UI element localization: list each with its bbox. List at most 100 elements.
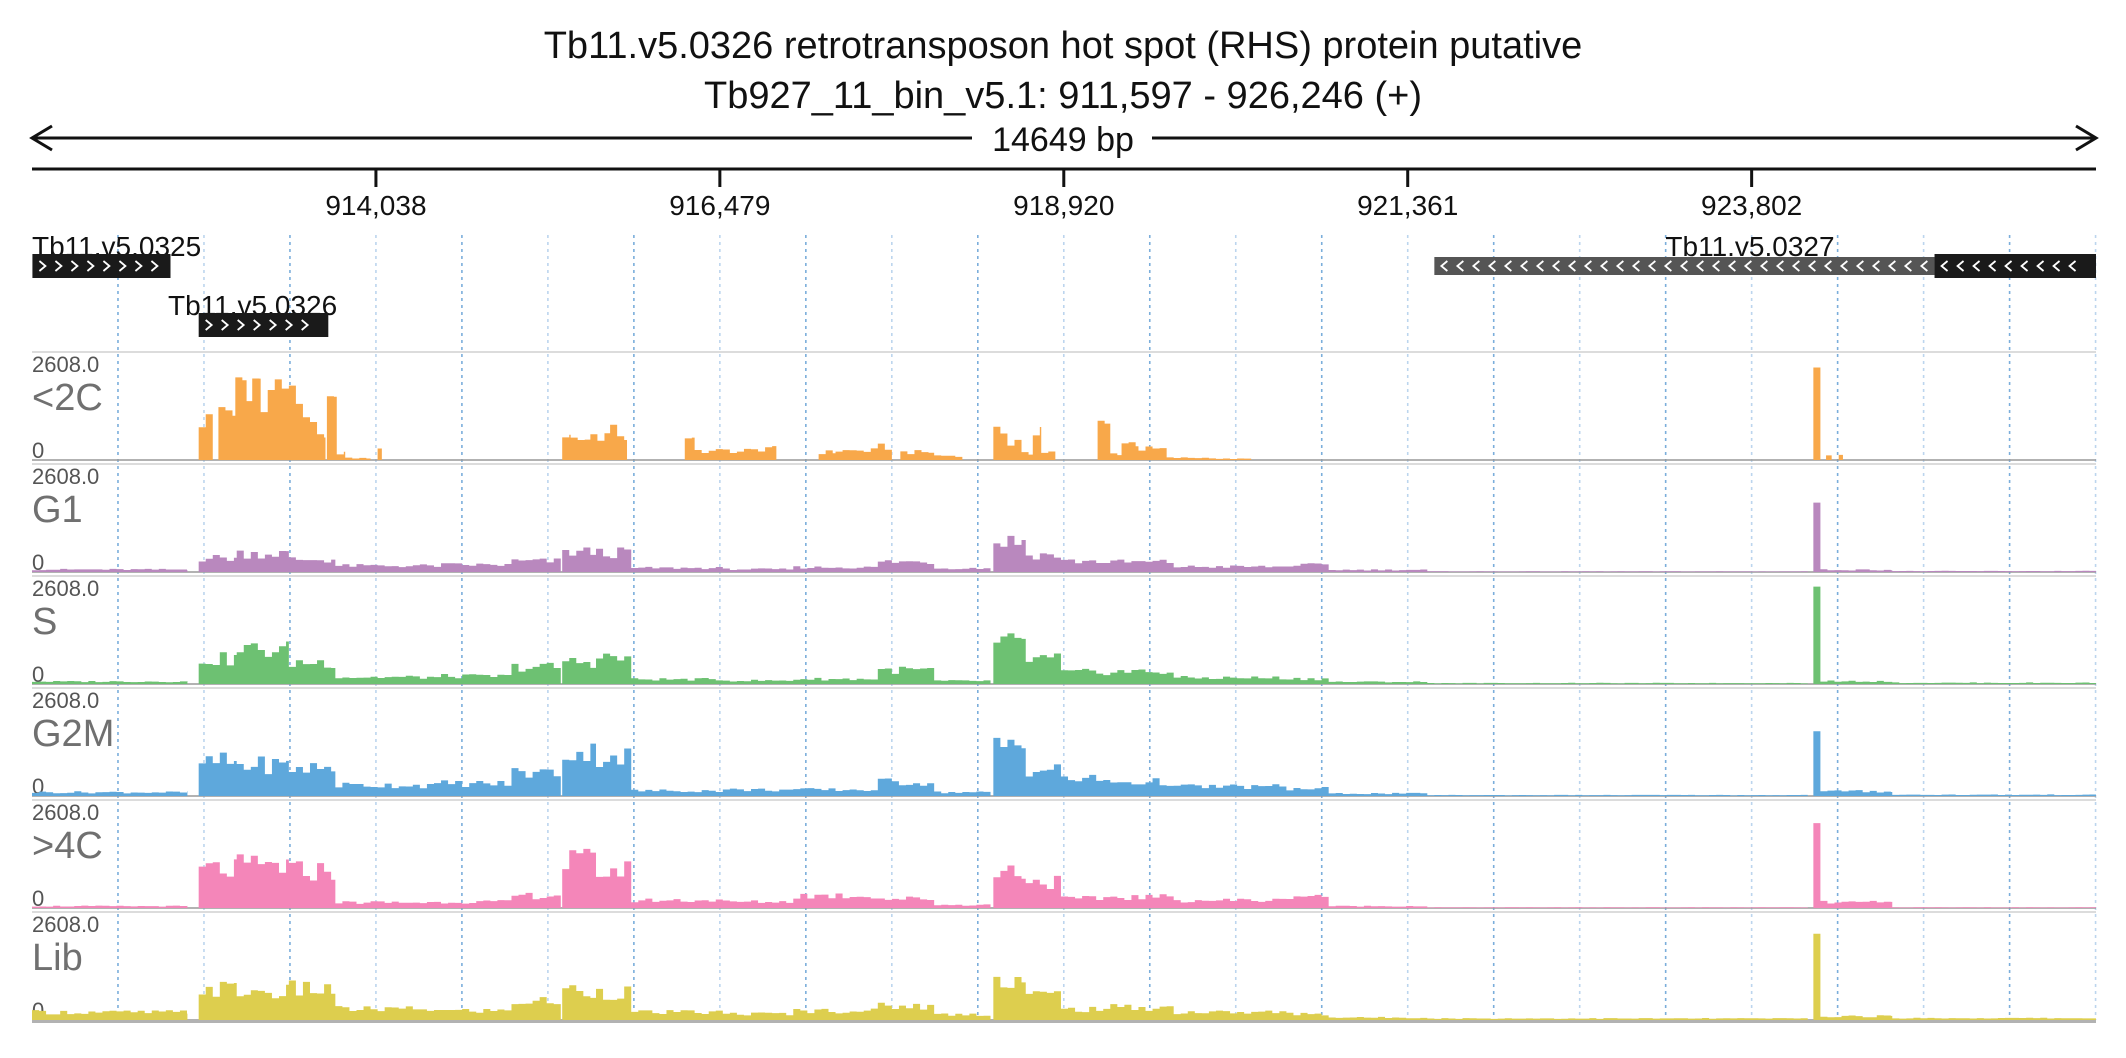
track->4C: 2608.0 0 >4C <box>32 799 2096 911</box>
strand-arrow-icon <box>1695 260 1704 272</box>
strand-arrow-icon <box>1647 260 1656 272</box>
track-name-label: G1 <box>32 489 83 531</box>
strand-arrow-icon <box>86 260 95 272</box>
track-ymax-label: 2608.0 <box>32 912 99 937</box>
strand-arrow-icon <box>1743 260 1752 272</box>
track-<2C: 2608.0 0 <2C <box>32 351 2096 463</box>
chart-subtitle: Tb927_11_bin_v5.1: 911,597 - 926,246 (+) <box>704 75 1422 117</box>
strand-arrow-icon <box>2036 260 2045 272</box>
x-tick-label: 923,802 <box>1701 190 1802 221</box>
track-name-label: Lib <box>32 937 83 979</box>
track-ymin-label: 0 <box>32 550 44 575</box>
strand-arrow-icon <box>2020 260 2029 272</box>
strand-arrow-icon <box>2004 260 2013 272</box>
strand-arrow-icon <box>1791 260 1800 272</box>
track-ymax-label: 2608.0 <box>32 688 99 713</box>
strand-arrow-icon <box>150 260 159 272</box>
track-G1: 2608.0 0 G1 <box>32 463 2096 575</box>
gene-annotations: Tb11.v5.0325 Tb11.v5.0326 Tb11.v5.0327 <box>32 231 2096 337</box>
coverage-area <box>32 586 2096 684</box>
track-name-label: >4C <box>32 825 103 867</box>
strand-arrow-icon <box>285 319 294 331</box>
strand-arrow-icon <box>134 260 143 272</box>
x-tick-label: 918,920 <box>1013 190 1114 221</box>
track-ymin-label: 0 <box>32 886 44 911</box>
gene-cds-bar <box>32 254 171 278</box>
strand-arrow-icon <box>1956 260 1965 272</box>
strand-arrow-icon <box>205 319 214 331</box>
strand-arrow-icon <box>1535 260 1544 272</box>
track-name-label: S <box>32 601 57 643</box>
strand-arrow-icon <box>1583 260 1592 272</box>
strand-arrow-icon <box>1663 260 1672 272</box>
strand-arrow-icon <box>1727 260 1736 272</box>
track-ymin-label: 0 <box>32 662 44 687</box>
strand-arrow-icon <box>1919 260 1928 272</box>
chart-title: Tb11.v5.0326 retrotransposon hot spot (R… <box>544 25 1583 67</box>
coverage-area <box>32 367 2096 460</box>
track-ymin-label: 0 <box>32 438 44 463</box>
track-ymax-label: 2608.0 <box>32 576 99 601</box>
strand-arrow-icon <box>1759 260 1768 272</box>
strand-arrow-icon <box>1807 260 1816 272</box>
x-tick-label: 921,361 <box>1357 190 1458 221</box>
strand-arrow-icon <box>1887 260 1896 272</box>
gene-label: Tb11.v5.0327 <box>1665 231 1834 262</box>
strand-arrow-icon <box>237 319 246 331</box>
grid-lines <box>117 235 2097 1020</box>
strand-arrow-icon <box>1711 260 1720 272</box>
strand-arrow-icon <box>1599 260 1608 272</box>
track-S: 2608.0 0 S <box>32 575 2096 687</box>
strand-arrow-icon <box>1551 260 1560 272</box>
span-arrow-left-icon <box>29 124 53 152</box>
strand-arrow-icon <box>1439 260 1448 272</box>
coverage-area <box>32 823 2096 908</box>
x-tick-label: 916,479 <box>669 190 770 221</box>
strand-arrow-icon <box>2068 260 2077 272</box>
strand-arrow-icon <box>1903 260 1912 272</box>
strand-arrow-icon <box>102 260 111 272</box>
strand-arrow-icon <box>1503 260 1512 272</box>
strand-arrow-icon <box>70 260 79 272</box>
strand-arrow-icon <box>1823 260 1832 272</box>
coverage-area <box>32 731 2096 796</box>
strand-arrow-icon <box>118 260 127 272</box>
strand-arrow-icon <box>1839 260 1848 272</box>
strand-arrow-icon <box>253 319 262 331</box>
strand-arrow-icon <box>1615 260 1624 272</box>
gene-Tb11.v5.0327: Tb11.v5.0327 <box>1434 231 2096 278</box>
strand-arrow-icon <box>1487 260 1496 272</box>
coverage-area <box>32 933 2096 1020</box>
strand-arrow-icon <box>1940 260 1949 272</box>
gene-utr-bar <box>1434 257 1935 275</box>
strand-arrow-icon <box>1972 260 1981 272</box>
strand-arrow-icon <box>54 260 63 272</box>
track-name-label: G2M <box>32 713 114 755</box>
strand-arrow-icon <box>221 319 230 331</box>
span-arrow-right-icon <box>2075 124 2099 152</box>
strand-arrow-icon <box>1679 260 1688 272</box>
strand-arrow-icon <box>1471 260 1480 272</box>
strand-arrow-icon <box>1855 260 1864 272</box>
strand-arrow-icon <box>1567 260 1576 272</box>
strand-arrow-icon <box>38 260 47 272</box>
strand-arrow-icon <box>2052 260 2061 272</box>
x-axis-ticks: 914,038 916,479 918,920 921,361 923,802 <box>325 169 1802 221</box>
track-ymax-label: 2608.0 <box>32 800 99 825</box>
gene-Tb11.v5.0325: Tb11.v5.0325 <box>32 231 201 278</box>
strand-arrow-icon <box>1775 260 1784 272</box>
strand-arrow-icon <box>1519 260 1528 272</box>
x-tick-label: 914,038 <box>325 190 426 221</box>
span-ruler: 14649 bp <box>29 121 2099 159</box>
gene-Tb11.v5.0326: Tb11.v5.0326 <box>168 290 337 337</box>
track-ymax-label: 2608.0 <box>32 464 99 489</box>
span-label: 14649 bp <box>992 121 1134 159</box>
strand-arrow-icon <box>1988 260 1997 272</box>
track-Lib: 2608.00Lib <box>32 911 2096 1023</box>
track-name-label: <2C <box>32 377 103 419</box>
strand-arrow-icon <box>1455 260 1464 272</box>
strand-arrow-icon <box>301 319 310 331</box>
strand-arrow-icon <box>1871 260 1880 272</box>
